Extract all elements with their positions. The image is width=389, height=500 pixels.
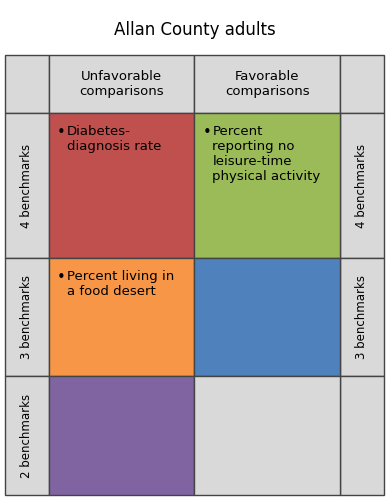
Text: •: • — [203, 125, 211, 140]
Bar — [340, 258, 384, 376]
Text: 3 benchmarks: 3 benchmarks — [21, 275, 33, 359]
Text: •: • — [57, 270, 66, 285]
Bar — [194, 376, 340, 495]
Bar — [340, 55, 384, 113]
Text: 4 benchmarks: 4 benchmarks — [21, 144, 33, 228]
Text: 2 benchmarks: 2 benchmarks — [21, 394, 33, 477]
Bar — [340, 113, 384, 258]
Bar — [5, 376, 49, 495]
Bar — [5, 113, 49, 258]
Bar — [5, 55, 49, 113]
Text: 4 benchmarks: 4 benchmarks — [356, 144, 368, 228]
Text: Favorable
comparisons: Favorable comparisons — [225, 70, 310, 98]
Bar — [194, 258, 340, 376]
Bar — [194, 113, 340, 258]
Text: Percent living in
a food desert: Percent living in a food desert — [67, 270, 174, 298]
Bar — [49, 113, 194, 258]
Bar — [340, 376, 384, 495]
Text: 3 benchmarks: 3 benchmarks — [356, 275, 368, 359]
Bar — [5, 258, 49, 376]
Bar — [49, 258, 194, 376]
Text: Diabetes-
diagnosis rate: Diabetes- diagnosis rate — [67, 125, 161, 153]
Text: Allan County adults: Allan County adults — [114, 21, 275, 39]
Text: Percent
reporting no
leisure-time
physical activity: Percent reporting no leisure-time physic… — [212, 125, 321, 183]
Bar — [49, 376, 194, 495]
Text: •: • — [57, 125, 66, 140]
Bar — [194, 55, 340, 113]
Text: Unfavorable
comparisons: Unfavorable comparisons — [79, 70, 164, 98]
Bar — [49, 55, 194, 113]
